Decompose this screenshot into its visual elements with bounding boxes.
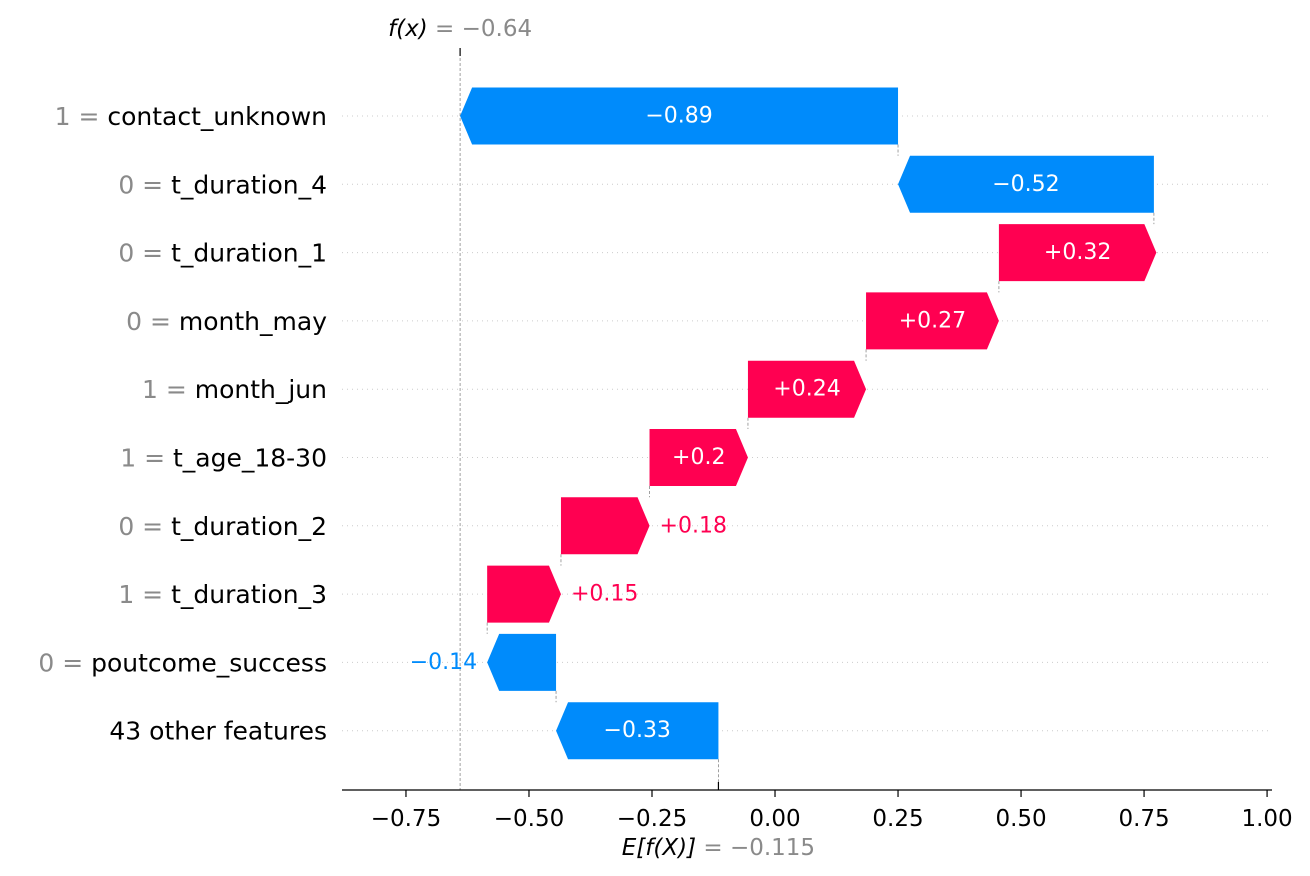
feature-name: t_duration_3: [171, 580, 327, 609]
feature-value: 1 =: [142, 375, 195, 404]
feature-labels: −0.89 1 = contact_unknown −0.52 0 = t_durat…: [38, 102, 1111, 746]
feature-value: 1 =: [55, 102, 108, 131]
x-tick-label: −0.75: [371, 806, 441, 832]
feature-value: 0 =: [118, 511, 171, 540]
x-tick-label: 0.00: [749, 806, 800, 832]
bar-value-label: +0.2: [672, 445, 725, 470]
bar-value-label: −0.52: [992, 172, 1059, 197]
feature-value: 0 =: [118, 238, 171, 267]
bar-poutcome_success: [487, 633, 557, 691]
fx-annotation: f(x) = −0.64: [388, 16, 532, 56]
feature-name: month_jun: [195, 375, 327, 404]
feature-label: 1 = month_jun: [142, 375, 327, 404]
bar-t_duration_1: [998, 224, 1157, 282]
bar-value-label: +0.15: [571, 582, 638, 607]
feature-name: poutcome_success: [91, 648, 327, 677]
bar-value-label: +0.18: [660, 513, 727, 538]
feature-label: 1 = t_duration_3: [118, 580, 327, 609]
x-axis: −0.75 −0.50 −0.25 0.00 0.25 0.50 0.75 1.00 E[f(X…: [342, 782, 1293, 861]
feature-label: 1 = contact_unknown: [55, 102, 327, 131]
feature-value: 1 =: [120, 443, 173, 472]
bar-t_duration_3: [487, 565, 561, 623]
feature-label: 0 = poutcome_success: [38, 648, 327, 677]
bar-value-label: −0.33: [604, 718, 671, 743]
feature-label: 0 = t_duration_1: [118, 238, 327, 267]
bar-value-label: −0.14: [410, 650, 477, 675]
feature-name: month_may: [179, 306, 327, 335]
x-tick-label: 0.75: [1118, 806, 1169, 832]
feature-label: 1 = t_age_18-30: [120, 443, 327, 472]
efx-symbol: E[f(X)]: [622, 835, 696, 861]
x-tick-label: 0.50: [995, 806, 1046, 832]
bar-contact_unknown: [460, 87, 899, 145]
bar-t_duration_2: [560, 497, 650, 555]
feature-name: t_duration_1: [171, 238, 327, 267]
feature-value: 1 =: [118, 580, 171, 609]
bar-value-label: +0.32: [1044, 240, 1111, 265]
x-tick-label: 0.25: [872, 806, 923, 832]
feature-name: t_duration_2: [171, 511, 327, 540]
x-tick-label: 1.00: [1241, 806, 1292, 832]
bar-month_may: [866, 292, 999, 350]
feature-name: contact_unknown: [107, 102, 327, 131]
feature-label: 0 = month_may: [126, 306, 327, 335]
feature-label: 43 other features: [109, 716, 327, 745]
feature-value: 0 =: [126, 306, 179, 335]
fx-label: f(x) = −0.64: [388, 16, 532, 42]
bar-t_age_18-30: [649, 429, 748, 486]
contribution-bars: [460, 87, 1157, 760]
feature-value: 0 =: [118, 170, 171, 199]
bar-t_duration_4: [898, 155, 1154, 213]
bar-value-label: −0.89: [645, 104, 712, 129]
feature-value: 0 =: [38, 648, 91, 677]
feature-name: t_age_18-30: [173, 443, 327, 472]
bar-value-label: +0.27: [899, 308, 966, 333]
efx-label: E[f(X)] = −0.115: [622, 835, 815, 861]
bar-value-label: +0.24: [773, 377, 840, 402]
bar-month_jun: [747, 360, 867, 418]
feature-name: t_duration_4: [171, 170, 327, 199]
feature-name: 43 other features: [109, 716, 327, 745]
x-tick-label: −0.50: [494, 806, 564, 832]
connector-lines: [459, 48, 1155, 790]
feature-label: 0 = t_duration_4: [118, 170, 327, 199]
bar-43 other features: [556, 702, 719, 760]
feature-label: 0 = t_duration_2: [118, 511, 327, 540]
fx-value: = −0.64: [428, 16, 532, 42]
efx-value: = −0.115: [696, 835, 815, 861]
x-tick-label: −0.25: [617, 806, 687, 832]
fx-symbol: f(x): [388, 16, 428, 42]
